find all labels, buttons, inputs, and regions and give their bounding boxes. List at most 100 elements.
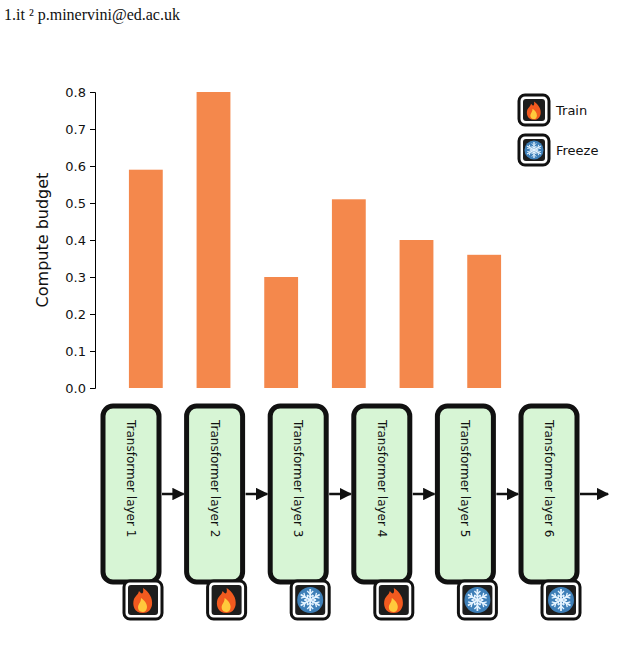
snowflake-branch	[478, 599, 486, 607]
layer-box	[103, 406, 159, 582]
snowflake-branch	[558, 591, 564, 597]
icon-background	[546, 585, 576, 615]
icon-background	[523, 99, 545, 121]
arrow	[162, 493, 184, 496]
tick-mark	[90, 203, 95, 204]
icon-frame	[291, 581, 329, 619]
icon-frame	[542, 581, 580, 619]
flame-outer	[384, 588, 403, 613]
snowflake-branch	[562, 599, 570, 607]
tick-label: 0.6	[65, 159, 86, 174]
snowflake-branch	[468, 593, 476, 601]
snowflake-branch	[474, 603, 480, 609]
axis-line	[90, 93, 96, 389]
header-text: 1.it ² p.minervini@ed.ac.uk	[4, 6, 180, 24]
layer-box	[187, 406, 243, 582]
layer-box	[521, 406, 577, 582]
icon-background	[295, 585, 325, 615]
snowflake-branch	[474, 591, 480, 597]
tick-label: 0.5	[65, 196, 86, 211]
snowflake-bg	[297, 587, 323, 613]
tick: 0.3	[65, 270, 95, 285]
flame-inner	[530, 109, 537, 119]
tick-mark	[90, 277, 95, 278]
snowflake-branch	[307, 603, 313, 609]
layer-status-icon	[124, 581, 162, 619]
icon-frame	[124, 581, 162, 619]
layer-block: Transformer layer 3	[270, 406, 329, 619]
tick: 0.0	[65, 381, 95, 396]
flame-outer	[527, 101, 541, 119]
tick: 0.5	[65, 196, 95, 211]
tick: 0.4	[65, 233, 95, 248]
y-axis-title: Compute budget	[33, 173, 52, 308]
snowflake-branch	[301, 593, 309, 601]
tick-mark	[90, 351, 95, 352]
tick-mark	[90, 129, 95, 130]
tick-label: 0.8	[65, 85, 86, 100]
layer-box	[270, 406, 326, 582]
tick: 0.2	[65, 307, 95, 322]
snowflake-arm	[526, 144, 535, 152]
arrow	[329, 493, 351, 496]
layer-block: Transformer layer 5	[437, 406, 496, 619]
tick-label: 0.4	[65, 233, 86, 248]
tick: 0.8	[65, 85, 95, 100]
bar	[129, 170, 163, 388]
snowflake-branch	[552, 593, 560, 601]
icon-frame	[519, 135, 549, 165]
snowflake-branch	[535, 149, 541, 155]
tick-mark	[90, 314, 95, 315]
bar	[332, 199, 366, 388]
tick-label: 0.2	[65, 307, 86, 322]
icon-background	[462, 585, 492, 615]
layer-block: Transformer layer 2	[187, 406, 246, 619]
snowflake-arm	[299, 592, 312, 603]
layer-status-icon	[291, 581, 329, 619]
tick-mark	[90, 92, 95, 93]
layer-label: Transformer layer 1	[124, 419, 138, 537]
snowflake-arm	[550, 592, 563, 603]
bar	[264, 277, 298, 388]
flame-outer	[133, 588, 152, 613]
tick: 0.6	[65, 159, 95, 174]
bar	[400, 240, 434, 388]
layer-box	[437, 406, 493, 582]
snowflake-icon	[464, 587, 490, 613]
layer-box	[354, 406, 410, 582]
icon-frame	[375, 581, 413, 619]
layer-status-icon	[458, 581, 496, 619]
icon-frame	[208, 581, 246, 619]
flame-icon	[133, 588, 152, 613]
snowflake-arm	[466, 592, 479, 603]
legend: Train Freeze	[519, 95, 598, 165]
legend-label: Freeze	[556, 143, 598, 158]
layer-status-icon	[542, 581, 580, 619]
y-axis: 0.00.10.20.30.40.50.60.70.8	[65, 85, 95, 396]
flame-icon	[384, 588, 403, 613]
layer-label: Transformer layer 2	[208, 419, 222, 537]
tick-mark	[90, 166, 95, 167]
snowflake-icon	[524, 140, 543, 159]
layer-label: Transformer layer 3	[291, 419, 305, 537]
bars	[129, 92, 501, 388]
legend-label: Train	[555, 103, 587, 118]
arrow	[496, 493, 518, 496]
snowflake-icon	[297, 587, 323, 613]
arrow	[413, 493, 435, 496]
snowflake-branch	[532, 143, 536, 147]
layer-block: Transformer layer 4	[354, 406, 413, 619]
flame-icon	[217, 588, 236, 613]
snowflake-branch	[307, 591, 313, 597]
snowflake-branch	[558, 603, 564, 609]
layer-status-icon	[375, 581, 413, 619]
tick-mark	[90, 240, 95, 241]
snowflake-branch	[311, 599, 319, 607]
flame-inner	[389, 598, 398, 612]
arrow	[246, 493, 268, 496]
icon-background	[212, 585, 242, 615]
layer-status-icon	[208, 581, 246, 619]
snowflake-branch	[532, 152, 536, 156]
tick: 0.1	[65, 344, 95, 359]
snowflake-bg	[548, 587, 574, 613]
